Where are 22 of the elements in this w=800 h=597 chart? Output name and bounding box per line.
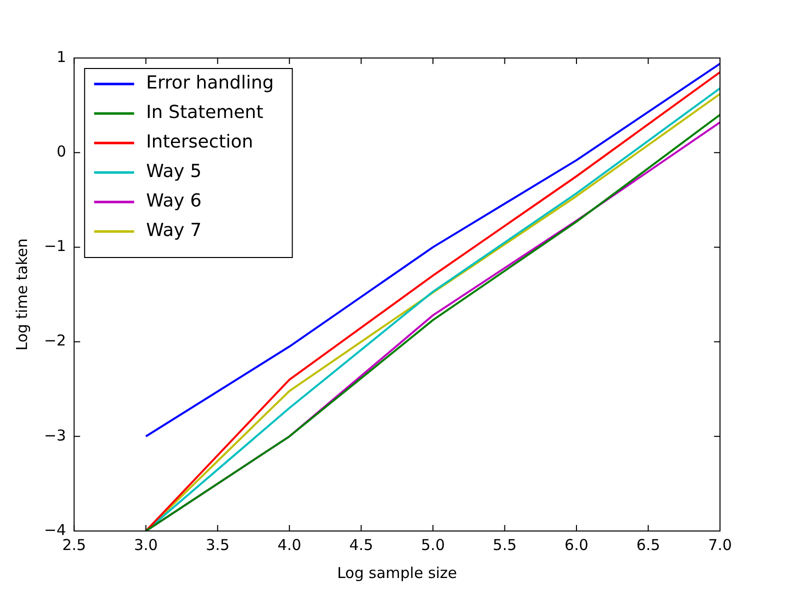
x-tick-label: 3.5 <box>206 536 230 554</box>
y-tick-label: 0 <box>56 142 66 160</box>
y-tick-label: 1 <box>56 48 66 66</box>
x-tick-label: 6.5 <box>636 536 660 554</box>
x-tick-label: 4.0 <box>277 536 302 554</box>
y-tick-label: −2 <box>44 332 66 350</box>
legend-label: Way 5 <box>146 161 202 182</box>
x-tick-label: 3.0 <box>134 536 158 554</box>
x-tick-label: 7.0 <box>708 536 732 554</box>
x-axis-title: Log sample size <box>337 564 458 582</box>
legend-label: Way 7 <box>146 220 202 242</box>
legend-label: Way 6 <box>146 190 202 212</box>
legend-label: Intersection <box>146 132 254 153</box>
legend-label: Error handling <box>146 72 274 94</box>
x-tick-label: 4.5 <box>349 536 374 554</box>
y-axis-title: Log time taken <box>12 238 31 351</box>
legend-label: In Statement <box>146 102 264 124</box>
y-tick-label: −1 <box>44 237 66 256</box>
x-tick-label: 5.0 <box>421 536 445 554</box>
x-tick-label: 6.0 <box>564 536 588 554</box>
y-tick-label: −3 <box>44 426 66 444</box>
x-tick-label: 5.5 <box>492 536 517 554</box>
